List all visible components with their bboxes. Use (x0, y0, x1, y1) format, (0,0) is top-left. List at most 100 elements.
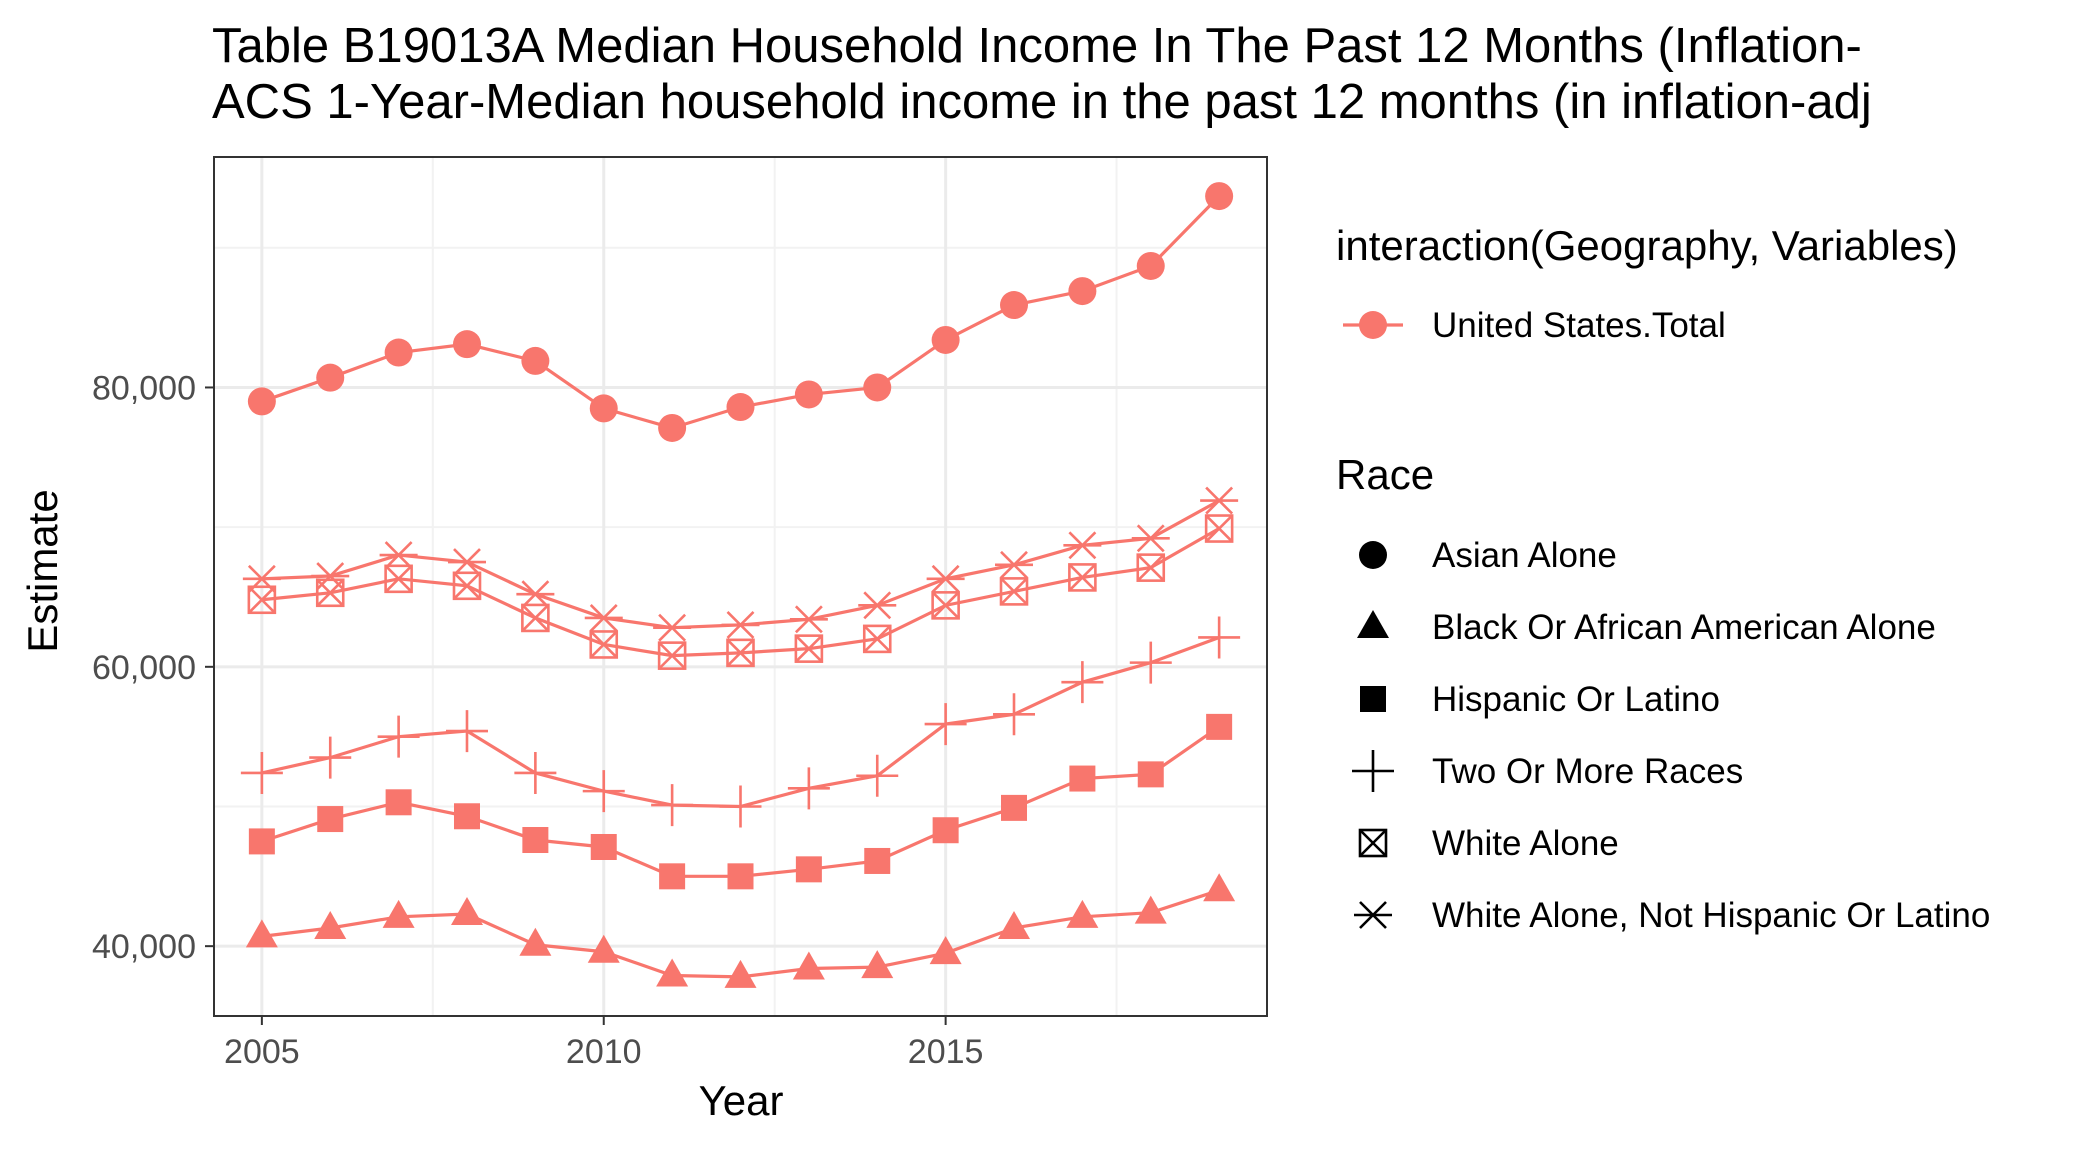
data-point (317, 806, 344, 833)
data-point (864, 847, 891, 874)
data-point (1203, 873, 1236, 902)
data-point (995, 550, 1034, 579)
data-point (516, 580, 555, 609)
data-point (377, 715, 420, 758)
data-point (998, 911, 1031, 940)
shape-legend-label: Hispanic Or Latino (1432, 680, 1720, 719)
data-point (929, 936, 962, 965)
shape-legend-item: Hispanic Or Latino (1360, 680, 1720, 719)
data-point (863, 373, 892, 402)
data-point (247, 387, 276, 416)
data-point (999, 577, 1029, 606)
series-1 (245, 873, 1236, 988)
data-point (521, 346, 550, 375)
data-point (993, 693, 1036, 736)
data-point (658, 413, 687, 442)
shape-legend-item: White Alone (1358, 824, 1619, 863)
data-point (1137, 761, 1164, 788)
y-tick-label: 60,000 (92, 649, 196, 687)
data-point (1136, 553, 1166, 582)
data-point (379, 541, 418, 569)
data-point (795, 856, 822, 883)
data-point (314, 911, 347, 940)
data-point (931, 325, 960, 354)
data-point (653, 613, 692, 642)
data-point (587, 934, 620, 963)
data-point (316, 363, 345, 392)
color-legend-item: United States.Total (1343, 306, 1726, 345)
data-point (1000, 291, 1029, 320)
legend-key-circle (1359, 541, 1387, 569)
data-point (787, 767, 830, 810)
data-point (719, 785, 762, 828)
data-point (1001, 794, 1028, 821)
data-point (657, 641, 687, 670)
data-point (721, 610, 760, 639)
data-point (1129, 641, 1172, 684)
legend-key-plus (1352, 750, 1394, 792)
data-point (862, 624, 892, 654)
data-point (240, 751, 283, 794)
data-point (582, 770, 625, 813)
legend: interaction(Geography, Variables) United… (1336, 222, 1990, 935)
data-point (727, 863, 754, 890)
data-point (1206, 713, 1233, 740)
color-legend-title: interaction(Geography, Variables) (1336, 222, 1958, 269)
data-point (519, 927, 552, 956)
chart-title-line-2: ACS 1-Year-Median household income in th… (212, 75, 1872, 129)
shape-legend-label: Black Or African American Alone (1432, 608, 1936, 647)
data-point (789, 605, 828, 634)
color-legend-label: United States.Total (1432, 306, 1726, 345)
legend-key-asterisk (1354, 901, 1392, 929)
data-point (248, 828, 275, 855)
shape-legend-item: Asian Alone (1359, 536, 1617, 575)
series-2 (248, 713, 1233, 890)
data-point (447, 548, 486, 576)
data-point (1063, 531, 1102, 560)
data-point (1068, 563, 1097, 592)
data-point (659, 863, 686, 890)
data-point (384, 338, 413, 367)
data-point (794, 380, 823, 409)
data-point (858, 591, 897, 620)
data-point (514, 751, 557, 794)
y-axis: 40,000 60,000 80,000 (92, 369, 214, 966)
legend-key-marker (1359, 311, 1387, 339)
series-0 (247, 182, 1234, 442)
data-point (311, 562, 350, 590)
data-point (856, 754, 899, 797)
data-point (589, 630, 619, 659)
data-point (522, 827, 549, 854)
data-point (385, 789, 412, 816)
data-point (584, 604, 623, 632)
data-point (247, 585, 277, 615)
plot-border (213, 156, 1268, 1017)
legend-key-square (1360, 686, 1386, 712)
data-point (792, 951, 825, 980)
data-point (309, 736, 352, 779)
data-point (445, 710, 488, 753)
data-point (726, 638, 755, 668)
shape-legend-item: Black Or African American Alone (1357, 608, 1936, 647)
data-point (726, 393, 755, 422)
data-point (656, 958, 689, 987)
shape-legend-label: Two Or More Races (1432, 752, 1743, 791)
data-point (382, 899, 415, 928)
x-tick-label: 2005 (224, 1033, 300, 1071)
data-point (1068, 277, 1097, 306)
data-point (1061, 661, 1104, 704)
data-point (1136, 251, 1165, 280)
data-point (453, 803, 480, 830)
shape-legend-item: Two Or More Races (1352, 750, 1743, 792)
series-5 (242, 486, 1239, 642)
data-point (651, 784, 694, 827)
plot-area (213, 156, 1268, 1017)
data-point (932, 817, 959, 844)
data-point (384, 564, 413, 594)
data-point (926, 564, 965, 593)
data-point (1069, 765, 1096, 792)
shape-legend-title: Race (1336, 451, 1434, 498)
data-point (1066, 899, 1099, 928)
data-point (1131, 524, 1170, 553)
